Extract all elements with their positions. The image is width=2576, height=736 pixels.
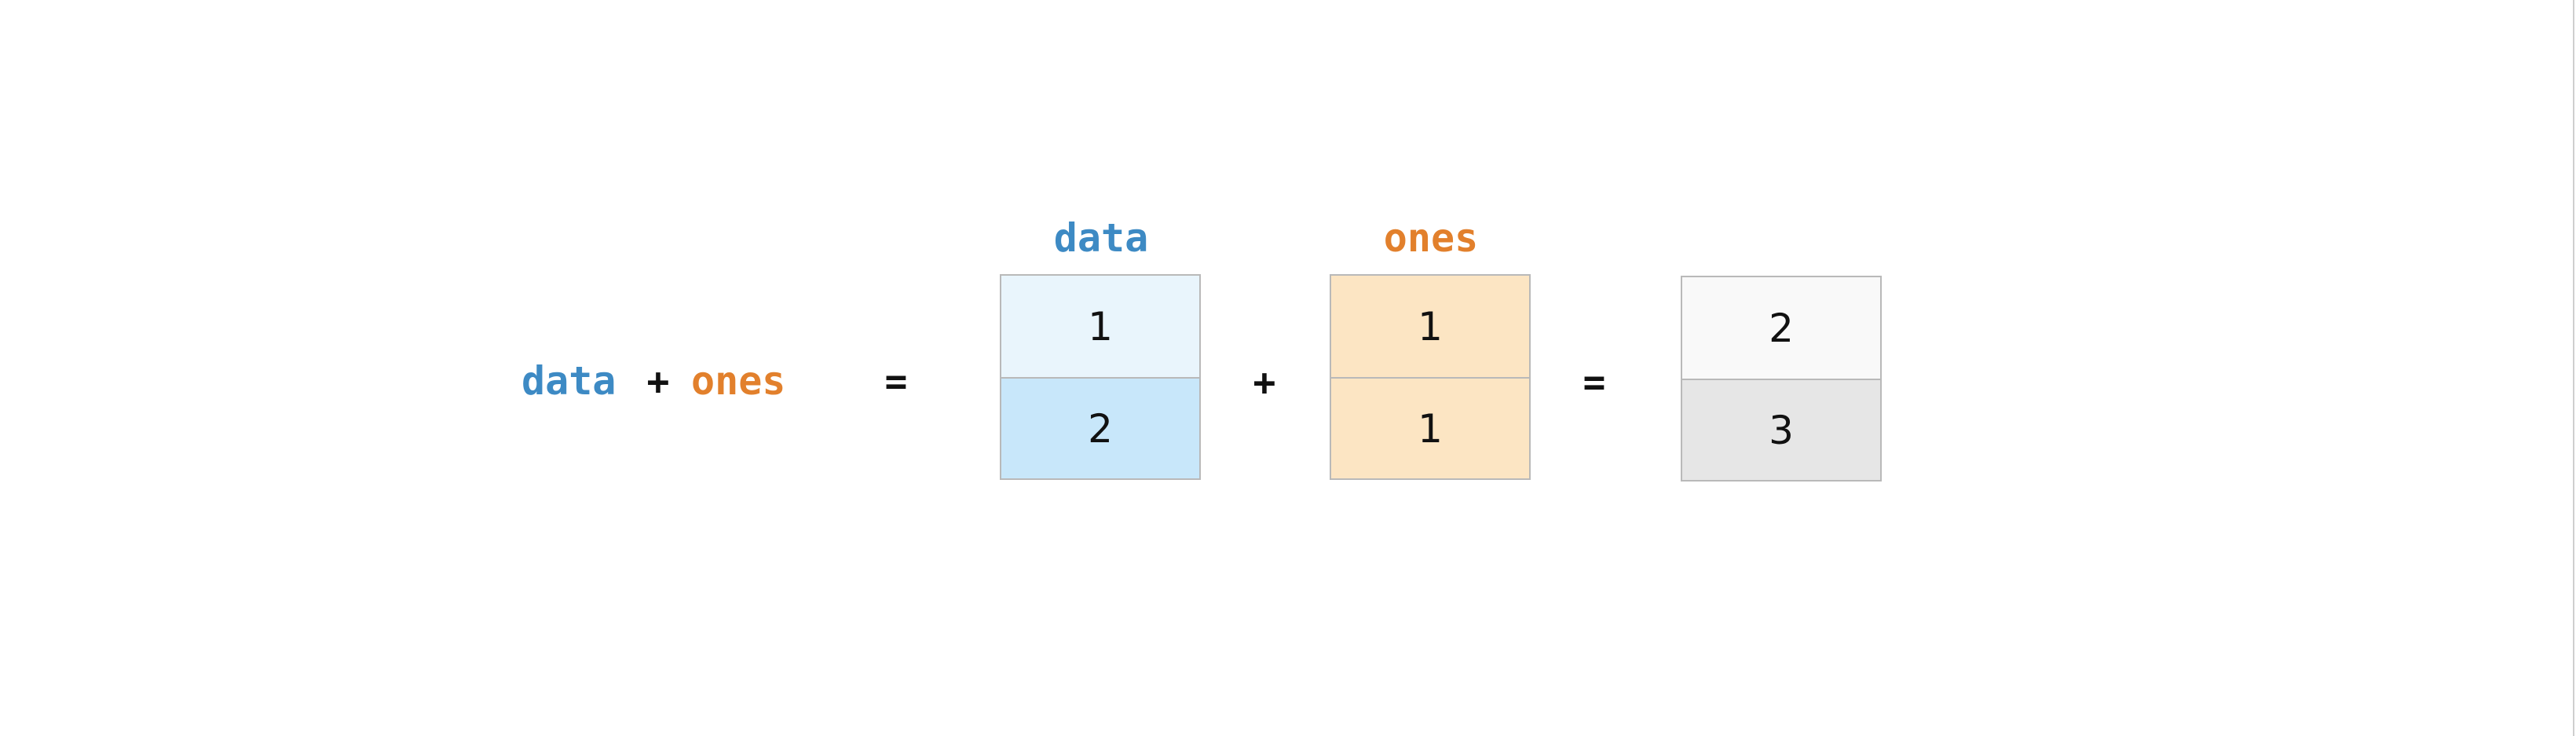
ones-array-label: ones (1383, 215, 1479, 261)
expression-plus-sign: + (646, 360, 670, 404)
data-cell-1: 2 (1001, 377, 1199, 478)
result-cell-0: 2 (1682, 277, 1880, 379)
right-edge-divider (2573, 0, 2574, 736)
result-array: 2 3 (1681, 276, 1882, 482)
data-cell-0: 1 (1001, 276, 1199, 377)
plus-operator: + (1253, 361, 1276, 405)
data-array-label: data (1053, 215, 1149, 261)
ones-cell-1: 1 (1331, 377, 1529, 478)
result-cell-1: 3 (1682, 379, 1880, 480)
expression-data-term: data (521, 358, 617, 404)
ones-array: 1 1 (1330, 274, 1531, 480)
ones-cell-0: 1 (1331, 276, 1529, 377)
expression-ones-term: ones (691, 358, 786, 404)
data-array: 1 2 (1000, 274, 1201, 480)
expression-equals-sign: = (884, 360, 908, 404)
equals-operator: = (1583, 361, 1606, 405)
